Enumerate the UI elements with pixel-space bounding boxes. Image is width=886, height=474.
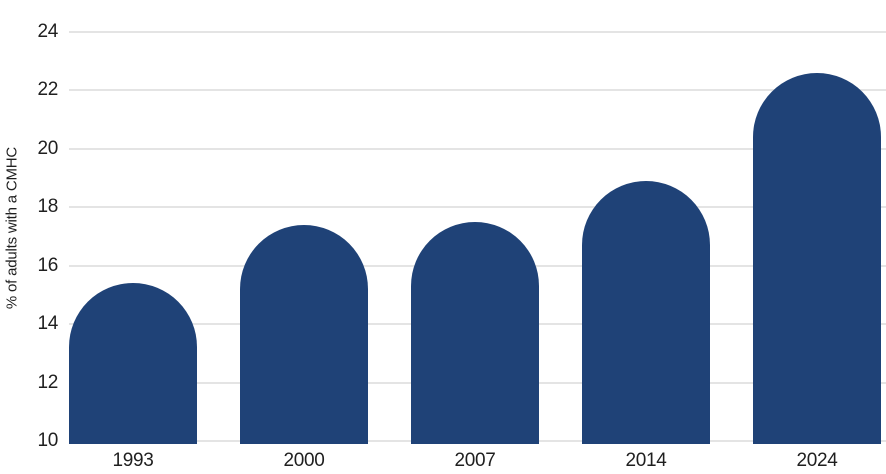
bar-2000	[240, 224, 368, 444]
x-tick-label-1993: 1993	[112, 450, 154, 471]
y-tick-label-12: 12	[37, 371, 58, 393]
gridline-y-24	[69, 31, 886, 33]
y-axis-title: % of adults with a CMHC	[3, 146, 21, 310]
bar-2014	[582, 180, 710, 444]
bar-1993	[69, 283, 197, 444]
y-tick-label-14: 14	[37, 313, 58, 335]
y-tick-label-16: 16	[37, 254, 58, 276]
x-tick-label-2024: 2024	[796, 450, 838, 471]
y-tick-label-24: 24	[37, 21, 58, 42]
gridline-y-22	[69, 89, 886, 92]
y-tick-label-18: 18	[37, 196, 58, 218]
x-tick-label-2007: 2007	[454, 450, 496, 471]
gridline-y-20	[69, 147, 886, 150]
bar-2007	[411, 221, 539, 444]
y-tick-label-10: 10	[37, 430, 58, 451]
x-tick-label-2000: 2000	[283, 450, 325, 471]
y-tick-label-20: 20	[37, 137, 58, 159]
x-tick-label-2014: 2014	[625, 450, 667, 471]
y-tick-label-22: 22	[37, 79, 58, 101]
gridline-y-18	[69, 206, 886, 209]
bar-2024	[753, 72, 881, 444]
